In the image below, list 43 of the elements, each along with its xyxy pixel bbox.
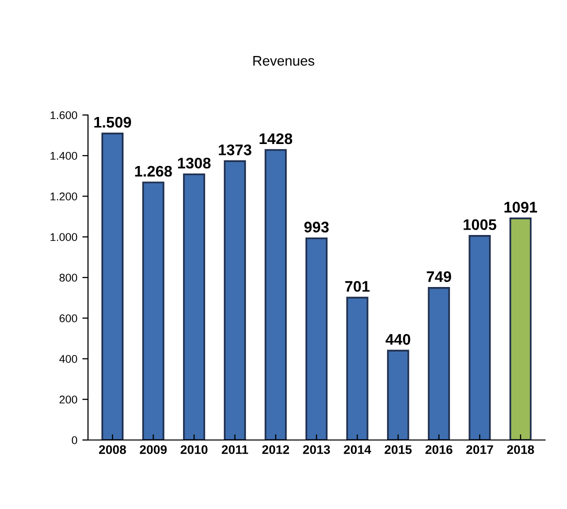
y-tick-label: 600 xyxy=(60,314,78,322)
bar xyxy=(224,160,246,440)
y-tick-label: 1.000 xyxy=(50,233,78,242)
data-label: 1373 xyxy=(218,144,252,156)
bar xyxy=(264,149,287,440)
data-label: 1005 xyxy=(464,219,496,230)
x-tick-label: 2013 xyxy=(303,445,330,454)
bar xyxy=(183,173,206,440)
data-label: 749 xyxy=(426,271,452,282)
data-label: 440 xyxy=(386,334,410,345)
x-tick-label: 2018 xyxy=(507,445,534,454)
bar xyxy=(428,287,450,440)
x-tick-label: 2011 xyxy=(222,445,248,454)
data-label: 1.509 xyxy=(94,116,132,128)
chart-title: Revenues xyxy=(253,56,314,66)
x-tick-label: 2008 xyxy=(99,445,126,454)
data-label: 1.268 xyxy=(135,166,172,177)
data-label: 1091 xyxy=(504,202,538,213)
y-tick-label: 1.400 xyxy=(50,152,78,160)
data-label: 1308 xyxy=(178,158,211,169)
bar xyxy=(387,350,410,440)
x-tick-label: 2017 xyxy=(466,445,494,454)
bar xyxy=(468,235,491,440)
x-tick-label: 2012 xyxy=(262,445,290,454)
y-tick-label: 1.200 xyxy=(50,192,78,200)
y-tick-label: 800 xyxy=(60,274,78,282)
bar xyxy=(305,237,328,440)
bar xyxy=(101,132,124,440)
x-tick-label: 2009 xyxy=(140,445,167,454)
bar xyxy=(142,182,164,440)
x-tick-label: 2014 xyxy=(344,445,372,454)
data-label: 1428 xyxy=(260,133,292,144)
y-tick-label: 200 xyxy=(60,396,78,404)
data-label: 993 xyxy=(304,222,329,233)
y-tick-label: 400 xyxy=(59,355,78,363)
x-tick-label: 2010 xyxy=(180,445,208,454)
bar xyxy=(346,296,368,440)
y-tick-label: 0 xyxy=(72,436,78,444)
x-tick-label: 2015 xyxy=(384,445,412,454)
data-label: 701 xyxy=(345,280,370,292)
bar xyxy=(509,218,532,440)
x-tick-label: 2016 xyxy=(425,445,452,454)
y-tick-label: 1.600 xyxy=(50,111,78,120)
